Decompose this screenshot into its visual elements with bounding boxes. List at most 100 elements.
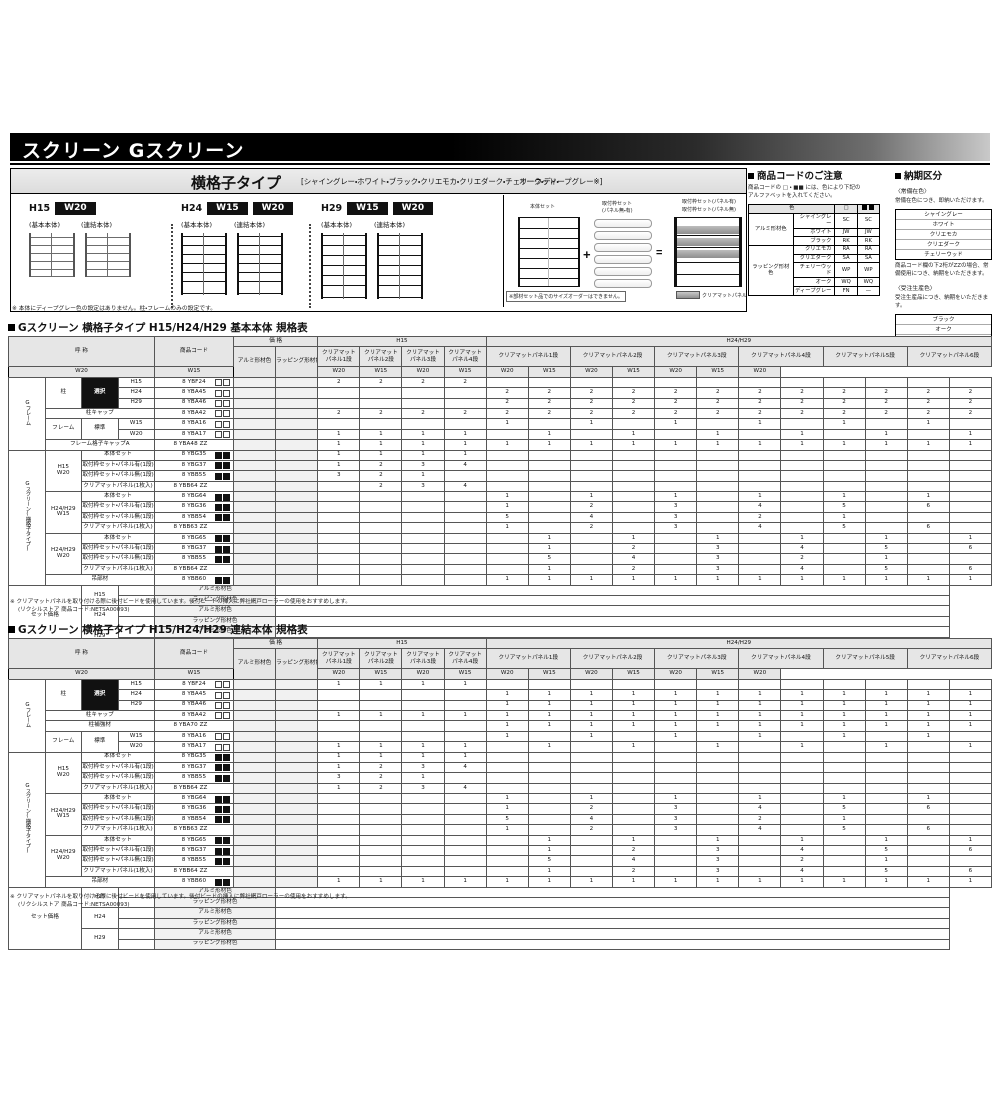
qty-cell (443, 532, 487, 545)
price-wrap (275, 865, 319, 878)
price-alumi (232, 376, 277, 389)
header-row-3: W20 W15 W20 W15 W20 W15 W20 W15 W20 W15 W20 W15 W20 (8, 668, 992, 680)
table-row: Gフレーム柱選択 H15 8 YBF24 2 2 2 2 (8, 376, 993, 451)
table-row: 取付枠セット・パネル無(1段) 8 YBB54 5 4 3 2 1 (9, 511, 993, 524)
qty-cell (822, 480, 866, 493)
qty-cell (864, 449, 908, 461)
table-row: H29 アルミ形材色 (9, 928, 992, 950)
qty-cell (485, 845, 529, 857)
qty-cell (569, 834, 613, 847)
row-label-item: クリアマットパネル(1枚入) (81, 865, 155, 878)
qty-cell (611, 480, 656, 493)
table-row: セット価格 H15 アルミ形材色 (8, 886, 992, 950)
assembly-diagram: 本体セット + 取付枠セット (パネル無・有) = 取付枠セット(パネル有) 取… (503, 195, 747, 307)
color-mark-icons (214, 420, 230, 428)
col-header-panel-h15-1: クリアマット パネル1段 (317, 648, 361, 670)
col-header-panel-h15-2: クリアマット パネル2段 (359, 346, 403, 368)
qty-cell (780, 678, 824, 691)
qty-cell (443, 553, 487, 565)
code-filled: — (856, 286, 881, 296)
qty-cell: 1 (738, 709, 782, 722)
code-open: WQ (834, 277, 858, 288)
qty-cell: 1 (738, 699, 782, 711)
page-title: スクリーン Gスクリーン (22, 140, 245, 162)
qty-cell: 1 (864, 741, 908, 753)
row-label-set-height: H15 (81, 886, 119, 909)
qty-cell: 4 (738, 824, 782, 836)
row-label-size: H15 (117, 678, 155, 691)
qty-cell: 2 (780, 553, 824, 565)
bullet-square-icon (748, 173, 754, 179)
col-header-w15: W15 (696, 668, 740, 680)
table-row: 取付枠セット・パネル有(1段) 8 YBG37 1 2 3 4 (9, 459, 993, 472)
qty-cell: 2 (569, 397, 613, 409)
qty-cell: 1 (485, 491, 529, 503)
row-label-set-color (117, 928, 155, 940)
figure-h15-link (85, 233, 131, 277)
qty-cell: 1 (485, 439, 529, 451)
price-wrap (275, 741, 319, 753)
row-label-group-size: H24/H29 W20 (44, 532, 82, 576)
qty-cell: 1 (780, 834, 824, 847)
price-alumi (232, 741, 277, 753)
qty-cell (443, 803, 487, 815)
qty-cell: 1 (527, 741, 571, 753)
product-code-notice-title: 商品コードのご注意 (748, 168, 880, 182)
qty-cell (948, 553, 993, 565)
qty-cell (401, 563, 445, 576)
qty-cell (317, 397, 361, 409)
header-row-2: アルミ形材色 ラッピング形材色 クリアマット パネル1段 クリアマット パネル2段 クリ… (9, 346, 993, 378)
qty-cell (401, 855, 445, 867)
divider-2 (309, 224, 311, 308)
qty-cell: 1 (948, 834, 993, 847)
row-label-size: W15 (117, 418, 155, 430)
qty-cell (906, 376, 950, 389)
qty-cell (864, 793, 908, 805)
qty-cell: 1 (359, 449, 403, 461)
qty-cell (822, 782, 866, 795)
qty-cell: 1 (401, 876, 445, 888)
table-row: 取付枠セット・パネル無(1段) 8 YBB55 3 2 1 (9, 772, 993, 784)
qty-cell: 1 (485, 574, 529, 586)
qty-cell (696, 511, 740, 524)
qty-cell: 2 (359, 772, 403, 784)
qty-cell: 2 (654, 407, 698, 420)
table-row: 柱キャップ 8 YBA42 2 2 2 2 2 2 2 2 2 2 2 2 2 2 2 2 (9, 407, 993, 420)
qty-cell: 1 (401, 709, 445, 722)
qty-cell: 1 (864, 689, 908, 701)
set-price-blank (275, 896, 950, 909)
row-label-set-price: セット価格 (8, 886, 82, 950)
qty-cell (822, 449, 866, 461)
qty-cell: 1 (485, 709, 529, 722)
qty-cell: 1 (485, 793, 529, 805)
row-label-item: 取付枠セット・パネル有(1段) (81, 845, 155, 857)
row-label-item: 取付枠セット・パネル無(1段) (81, 855, 155, 867)
qty-cell: 2 (864, 407, 908, 420)
qty-cell: 2 (359, 782, 403, 795)
qty-cell: 1 (569, 439, 613, 451)
qty-cell (611, 751, 656, 763)
qty-cell: 2 (359, 480, 403, 493)
qty-cell (948, 782, 993, 795)
price-alumi (232, 501, 277, 513)
diagram-label-result2: 取付枠セット(パネル無) (682, 207, 736, 213)
qty-cell: 5 (527, 855, 571, 867)
qty-cell: 1 (443, 741, 487, 753)
qty-cell (738, 428, 782, 441)
qty-cell: 3 (696, 553, 740, 565)
code-open: SC (834, 212, 858, 229)
qty-cell (359, 532, 403, 545)
qty-cell: 1 (654, 689, 698, 701)
qty-cell: 1 (696, 574, 740, 586)
qty-cell (864, 459, 908, 472)
qty-cell: 4 (738, 803, 782, 815)
specimen-height-label: H24 (181, 202, 203, 214)
qty-cell (780, 449, 824, 461)
qty-cell: 4 (780, 543, 824, 555)
qty-cell: 1 (696, 720, 740, 732)
row-label-item: 取付枠セット・パネル有(1段) (81, 501, 155, 513)
col-header-w20: W20 (485, 668, 529, 680)
qty-cell (401, 397, 445, 409)
specimen-width-tag: W20 (55, 201, 96, 215)
